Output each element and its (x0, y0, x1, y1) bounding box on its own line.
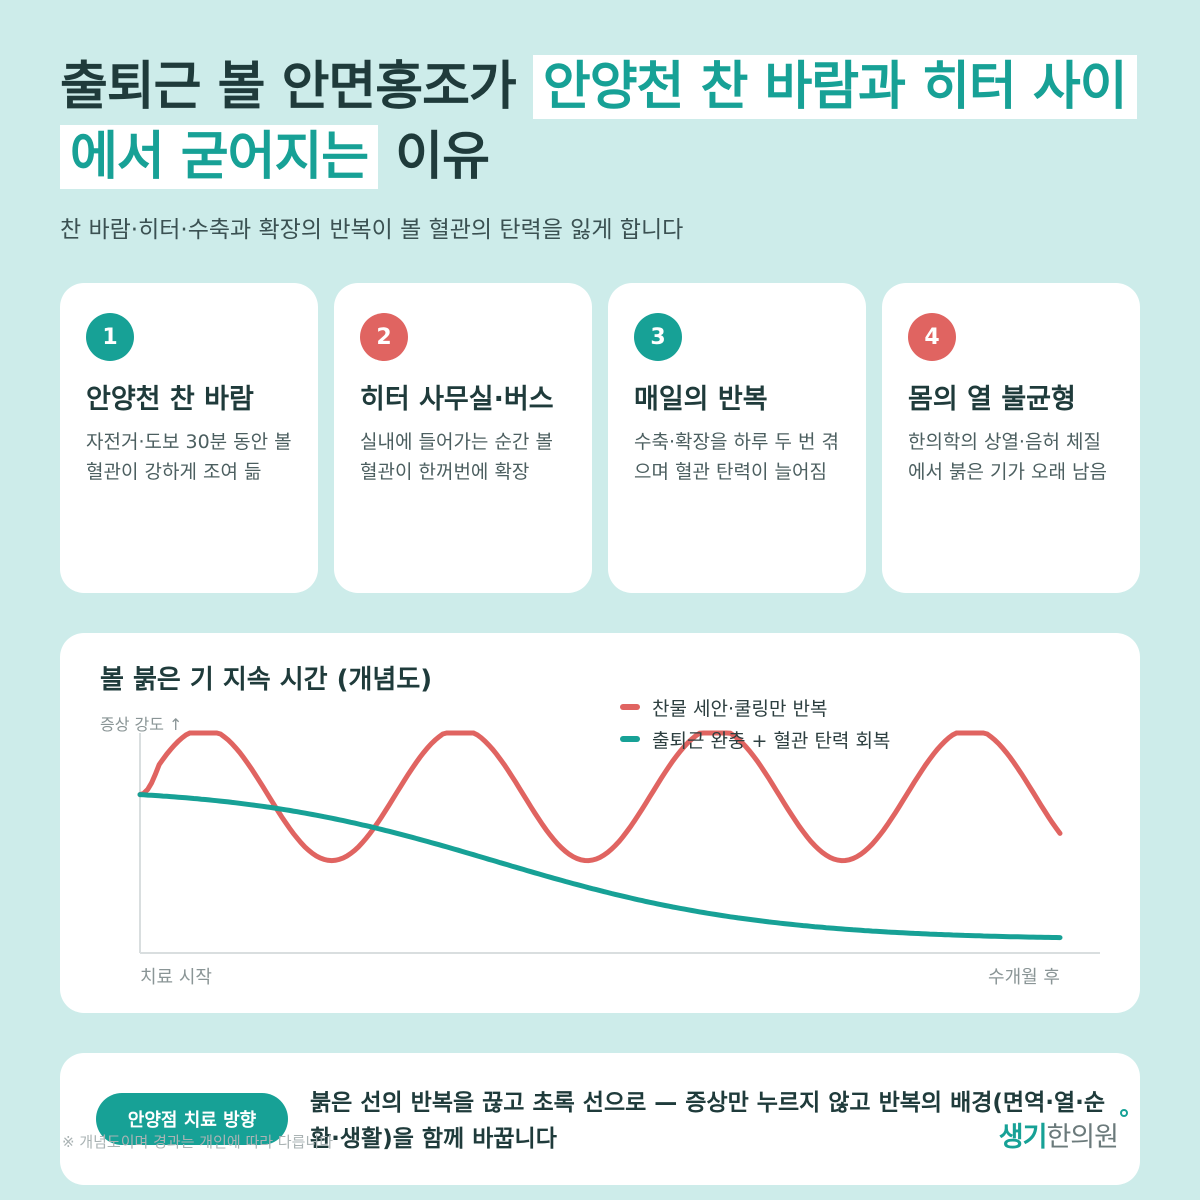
card-title: 매일의 반복 (634, 384, 768, 415)
card-number-badge: 3 (634, 313, 682, 361)
summary-card: 안양점 치료 방향 붉은 선의 반복을 끊고 초록 선으로 — 증상만 누르지 … (60, 1053, 1140, 1185)
legend-swatch-red (620, 704, 640, 710)
card-description: 실내에 들어가는 순간 볼 혈관이 한꺼번에 확장 (360, 431, 553, 483)
legend-item-teal: 출퇴근 완충 + 혈관 탄력 회복 (620, 723, 890, 755)
x-axis-start-label: 치료 시작 (140, 967, 212, 988)
summary-text: 붉은 선의 반복을 끊고 초록 선으로 — 증상만 누르지 않고 반복의 배경(… (310, 1090, 1106, 1152)
reason-card-2: 2 히터 사무실·버스 실내에 들어가는 순간 볼 혈관이 한꺼번에 확장 (334, 283, 592, 593)
legend-item-red: 찬물 세안·쿨링만 반복 (620, 691, 890, 723)
chart-plot (137, 730, 1100, 954)
page-subtitle: 찬 바람·히터·수축과 확장의 반복이 볼 혈관의 탄력을 잃게 합니다 (60, 217, 684, 243)
logo-main-text: 생기 (998, 1122, 1048, 1153)
logo-sub-text: 한의원 (1046, 1122, 1119, 1153)
card-description: 자전거·도보 30분 동안 볼 혈관이 강하게 조여 듦 (86, 431, 292, 483)
treatment-direction-badge: 안양점 치료 방향 (96, 1093, 288, 1145)
reason-card-4: 4 몸의 열 불균형 한의학의 상열·음허 체질에서 붉은 기가 오래 남음 (882, 283, 1140, 593)
card-title: 히터 사무실·버스 (360, 384, 554, 415)
card-number-badge: 1 (86, 313, 134, 361)
legend-label: 찬물 세안·쿨링만 반복 (652, 697, 828, 720)
reason-card-3: 3 매일의 반복 수축·확장을 하루 두 번 겪으며 혈관 탄력이 늘어짐 (608, 283, 866, 593)
legend-label: 출퇴근 완충 + 혈관 탄력 회복 (652, 729, 891, 752)
series-line-teal (137, 792, 1063, 941)
card-number-badge: 4 (908, 313, 956, 361)
card-title: 몸의 열 불균형 (908, 384, 1076, 415)
chart-title: 볼 붉은 기 지속 시간 (개념도) (100, 665, 433, 695)
title-part2: 이유 (378, 127, 490, 187)
x-axis-end-label: 수개월 후 (988, 967, 1060, 988)
chart-legend: 찬물 세안·쿨링만 반복 출퇴근 완충 + 혈관 탄력 회복 (620, 691, 890, 755)
legend-swatch-teal (620, 736, 640, 742)
reason-card-1: 1 안양천 찬 바람 자전거·도보 30분 동안 볼 혈관이 강하게 조여 듦 (60, 283, 318, 593)
y-axis-label: 증상 강도 ↑ (100, 715, 183, 734)
card-title: 안양천 찬 바람 (86, 384, 254, 415)
series-line-red (137, 730, 1063, 864)
card-description: 한의학의 상열·음허 체질에서 붉은 기가 오래 남음 (908, 431, 1107, 483)
card-number-badge: 2 (360, 313, 408, 361)
chart-card: 볼 붉은 기 지속 시간 (개념도) 증상 강도 ↑ 찬물 세안·쿨링만 반복 … (60, 633, 1140, 1013)
disclaimer-note: ※ 개념도이며 경과는 개인에 따라 다릅니다 (62, 1133, 334, 1151)
clinic-logo: 생기한의원 (998, 1109, 1128, 1154)
title-part1: 출퇴근 볼 안면홍조가 (60, 57, 533, 117)
card-description: 수축·확장을 하루 두 번 겪으며 혈관 탄력이 늘어짐 (634, 431, 839, 483)
reason-cards: 1 안양천 찬 바람 자전거·도보 30분 동안 볼 혈관이 강하게 조여 듦 … (60, 283, 1140, 593)
page-title: 출퇴근 볼 안면홍조가 안양천 찬 바람과 히터 사이에서 굳어지는 이유 (60, 52, 1140, 192)
logo-dot-icon (1120, 1109, 1128, 1117)
